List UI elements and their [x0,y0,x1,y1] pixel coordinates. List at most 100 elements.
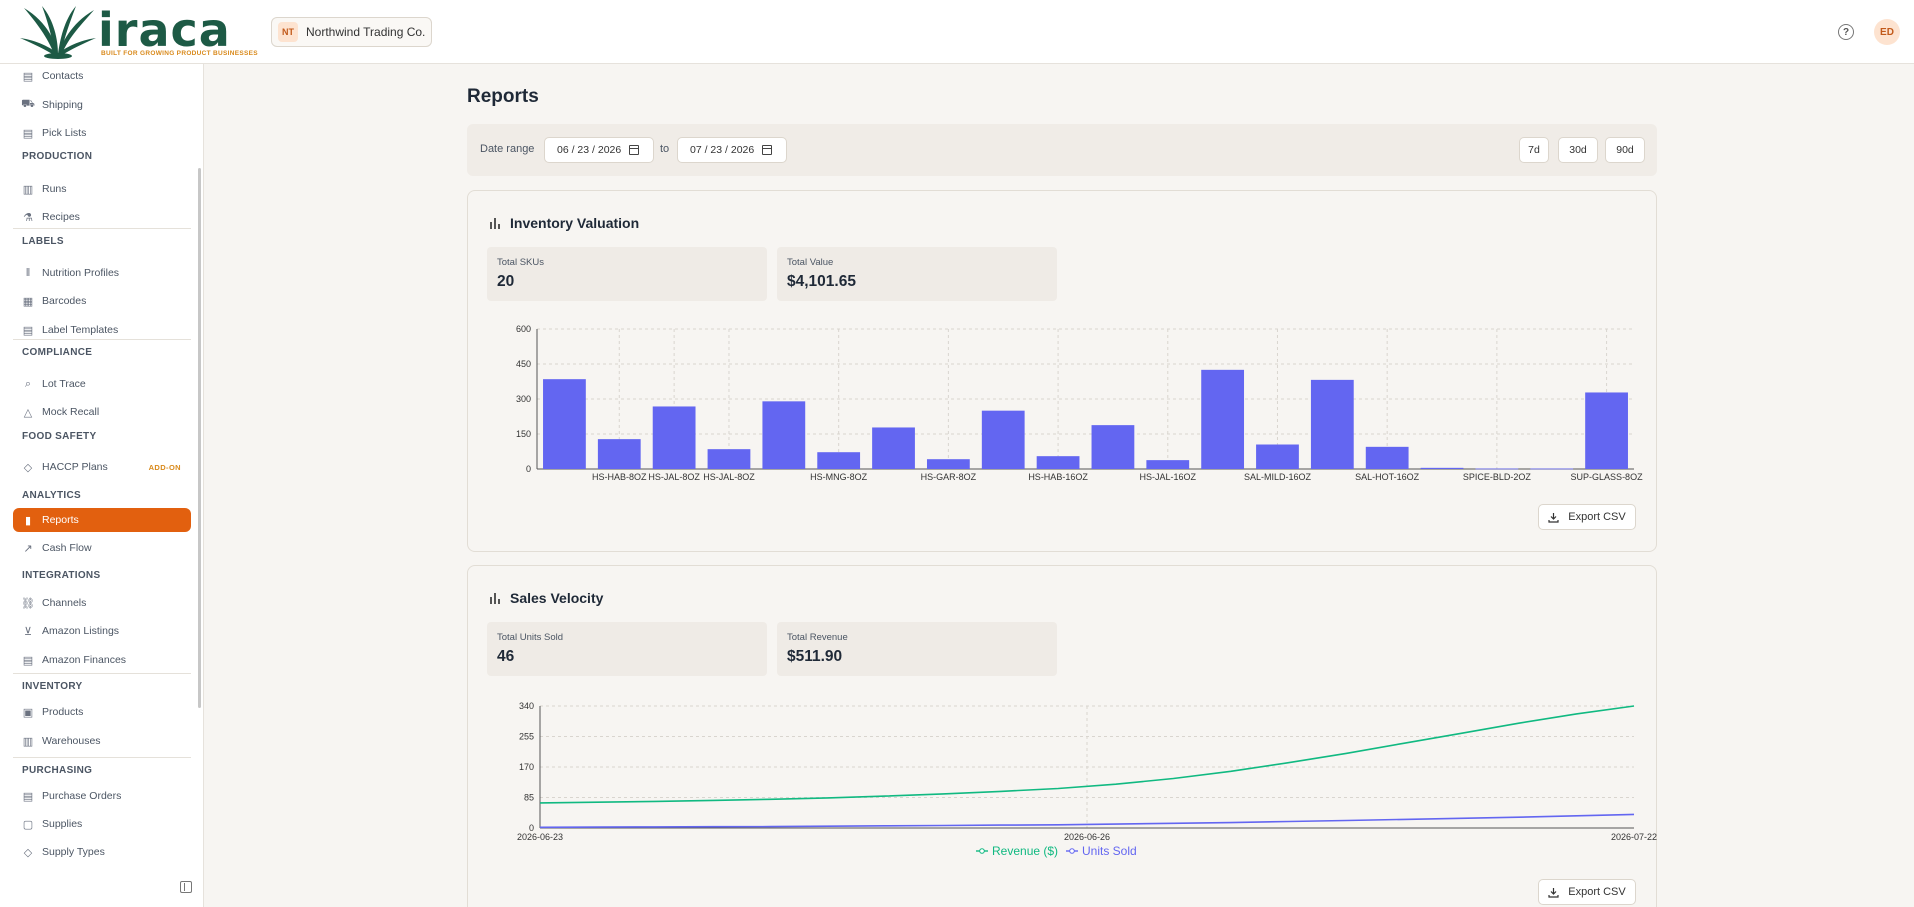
export-csv-button[interactable]: Export CSV [1538,504,1636,530]
bar [1146,460,1190,469]
export-csv-button[interactable]: Export CSV [1538,879,1636,905]
stat-total-skus: Total SKUs 20 [487,247,767,301]
organization-switcher[interactable]: NT Northwind Trading Co. [271,17,433,47]
sidebar-section-title: PRODUCTION [22,151,93,162]
warning-icon: △ [23,406,33,419]
y-tick-label: 170 [519,762,534,772]
sidebar-section-title: PURCHASING [22,765,93,776]
stat-value: 20 [497,273,515,290]
plant-logo-icon [20,6,96,59]
sidebar-item-nutrition-profiles[interactable]: ‖ Nutrition Profiles [13,261,191,285]
range-90d-button[interactable]: 90d [1605,137,1645,163]
bar [1256,444,1299,469]
qr-icon: ▦ [22,295,34,308]
trend-icon: ↗ [23,542,33,555]
package-icon: ▢ [22,818,34,831]
calendar-icon[interactable] [762,145,773,155]
user-avatar[interactable]: ED [1874,19,1900,45]
iraca-logo[interactable]: iraca BUILT FOR GROWING PRODUCT BUSINESS… [18,4,258,60]
sidebar-item-label: Runs [42,183,67,195]
sidebar-item-amazon-listings[interactable]: ⊻ Amazon Listings [13,619,191,643]
sidebar-item-barcodes[interactable]: ▦ Barcodes [13,289,191,313]
sidebar-section-title: ANALYTICS [22,490,82,501]
help-icon[interactable]: ? [1838,24,1854,40]
sidebar-section-title: INVENTORY [22,681,83,692]
sidebar-item-mock-recall[interactable]: △ Mock Recall [13,400,191,424]
sidebar-item-warehouses[interactable]: ▥ Warehouses [13,729,191,753]
sidebar-item-recipes[interactable]: ⚗ Recipes [13,205,191,229]
channels-icon: ⛓ [21,597,35,610]
shield-icon: ◇ [23,461,33,474]
sidebar-item-label: Channels [42,597,87,609]
sidebar-item-label: Purchase Orders [42,790,122,802]
sidebar-item-amazon-finances[interactable]: ▤ Amazon Finances [13,648,191,672]
warehouse-icon: ▥ [22,735,34,748]
sidebar-item-purchase-orders[interactable]: ▤ Purchase Orders [13,784,191,808]
x-tick-label: 2026-06-26 [1064,832,1110,842]
sidebar-item-label-templates[interactable]: ▤ Label Templates [13,318,191,342]
sidebar-section-title: LABELS [22,236,64,247]
range-30d-button[interactable]: 30d [1558,137,1598,163]
end-date-value: 07 / 23 / 2026 [690,144,755,156]
page-title: Reports [467,86,539,107]
bar [1475,468,1519,470]
bar [981,410,1025,469]
bar [1585,392,1628,469]
org-avatar: NT [278,22,298,42]
sidebar-item-label: Products [42,706,84,718]
bar [652,406,696,469]
sales-velocity-card: Sales Velocity Total Units Sold 46 Total… [467,565,1657,907]
x-tick-label: SAL-MILD-16OZ [1244,472,1312,482]
x-tick-label: SAL-HOT-16OZ [1355,472,1420,482]
y-tick-label: 0 [529,823,534,833]
start-date-input[interactable]: 06 / 23 / 2026 [544,137,654,163]
stat-total-value: Total Value $4,101.65 [777,247,1057,301]
logo-wordmark: iraca [98,3,231,57]
sidebar-item-label: Supply Types [42,846,105,858]
to-label: to [660,143,670,155]
sidebar-item-label: Barcodes [42,295,87,307]
sidebar-item-channels[interactable]: ⛓ Channels [13,591,191,615]
start-date-value: 06 / 23 / 2026 [557,144,622,156]
legend-label: Units Sold [1082,844,1137,858]
end-date-input[interactable]: 07 / 23 / 2026 [677,137,787,163]
calendar-icon[interactable] [629,145,640,155]
cart-icon: ⊻ [23,625,33,638]
sidebar-item-supplies[interactable]: ▢ Supplies [13,812,191,836]
sidebar-item-supply-types[interactable]: ◇ Supply Types [13,840,191,864]
bar [1091,425,1135,469]
sales-card-title: Sales Velocity [510,590,604,606]
range-7d-button[interactable]: 7d [1519,137,1549,163]
sidebar-divider [13,757,191,758]
x-tick-label: SPICE-BLD-2OZ [1463,472,1532,482]
sidebar-scrollbar[interactable] [198,168,201,708]
sidebar-item-lot-trace[interactable]: ⌕ Lot Trace [13,372,191,396]
sidebar-item-pick-lists[interactable]: ▤ Pick Lists [13,121,191,145]
sidebar-item-label: Amazon Listings [42,625,120,637]
sidebar-item-contacts[interactable]: ▤ Contacts [13,64,191,88]
y-tick-label: 340 [519,701,534,711]
sidebar-item-label: Shipping [42,99,83,111]
legend-marker [1069,848,1075,854]
sidebar-item-shipping[interactable]: ⛟ Shipping [13,93,191,117]
barcode-lines-icon: ‖ [25,267,31,279]
export-csv-label: Export CSV [1568,886,1626,898]
x-tick-label: HS-HAB-8OZ [592,472,647,482]
sidebar-item-label: Reports [42,514,79,526]
download-icon [1548,887,1559,898]
sidebar-item-label: Amazon Finances [42,654,127,666]
sidebar-item-cash-flow[interactable]: ↗ Cash Flow [13,536,191,560]
stat-value: 46 [497,648,515,665]
sidebar-item-haccp-plans[interactable]: ◇ HACCP Plans ADD-ON [13,455,191,479]
top-bar: iraca BUILT FOR GROWING PRODUCT BUSINESS… [0,0,1914,64]
series-line-1 [539,813,1635,829]
stat-total-units-sold: Total Units Sold 46 [487,622,767,676]
truck-icon: ⛟ [21,98,35,110]
search-icon: ⌕ [24,377,32,390]
x-tick-label: HS-MNG-8OZ [810,472,867,482]
sidebar-item-reports[interactable]: ▮ Reports [13,508,191,532]
sidebar-item-products[interactable]: ▣ Products [13,700,191,724]
sidebar-item-runs[interactable]: ▥ Runs [13,177,191,201]
collapse-sidebar-icon[interactable] [180,881,192,893]
